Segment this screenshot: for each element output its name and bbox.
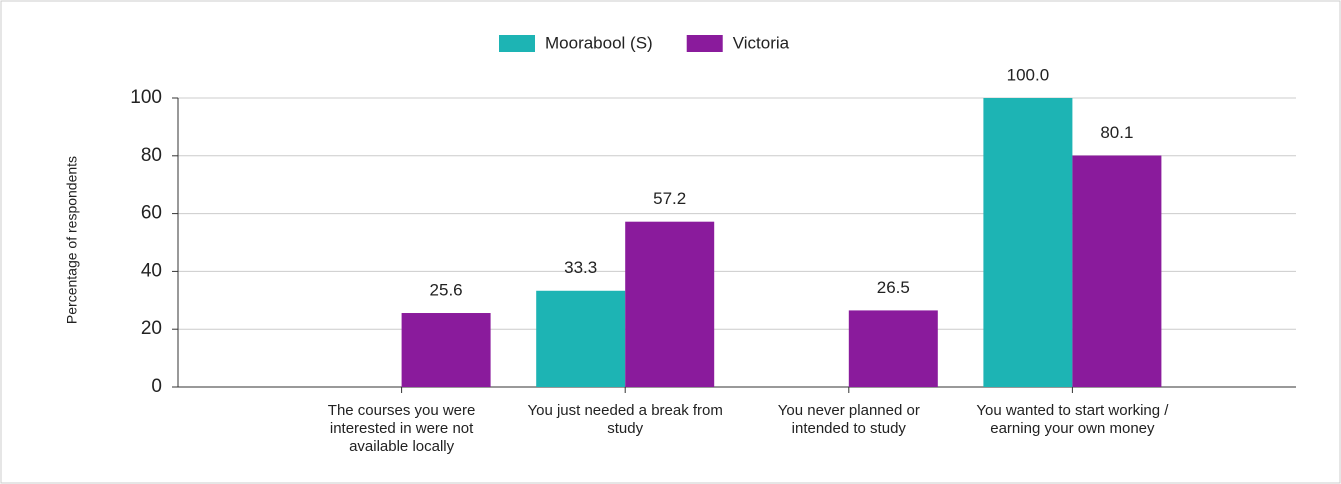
value-label: 100.0 — [1007, 65, 1050, 84]
value-label: 26.5 — [877, 278, 910, 297]
x-tick-label: The courses you were interested in were … — [327, 402, 476, 455]
legend-swatch — [686, 35, 723, 52]
bar — [536, 290, 626, 387]
y-tick-label: 60 — [141, 203, 162, 224]
y-tick-label: 40 — [141, 260, 162, 281]
value-label: 33.3 — [564, 258, 597, 277]
value-label: 25.6 — [430, 281, 463, 300]
value-label: 80.1 — [1100, 123, 1133, 142]
y-axis-title: Percentage of respondents — [64, 156, 80, 324]
y-tick-label: 20 — [141, 318, 162, 339]
x-tick-label: You never planned or intended to study — [777, 402, 920, 437]
value-label: 57.2 — [653, 189, 686, 208]
y-tick-label: 0 — [151, 376, 162, 397]
bar — [848, 310, 938, 387]
y-tick-label: 100 — [130, 87, 162, 108]
legend-label: Victoria — [733, 33, 790, 52]
x-tick-label: You just needed a break from study — [527, 402, 723, 437]
legend-label: Moorabool (S) — [545, 33, 653, 52]
legend-swatch — [499, 35, 535, 52]
bar — [625, 221, 715, 387]
bar — [401, 313, 491, 387]
bar — [983, 98, 1073, 387]
y-tick-label: 80 — [141, 145, 162, 166]
x-tick-label: You wanted to start working / earning yo… — [976, 402, 1169, 437]
bar — [1072, 155, 1162, 387]
